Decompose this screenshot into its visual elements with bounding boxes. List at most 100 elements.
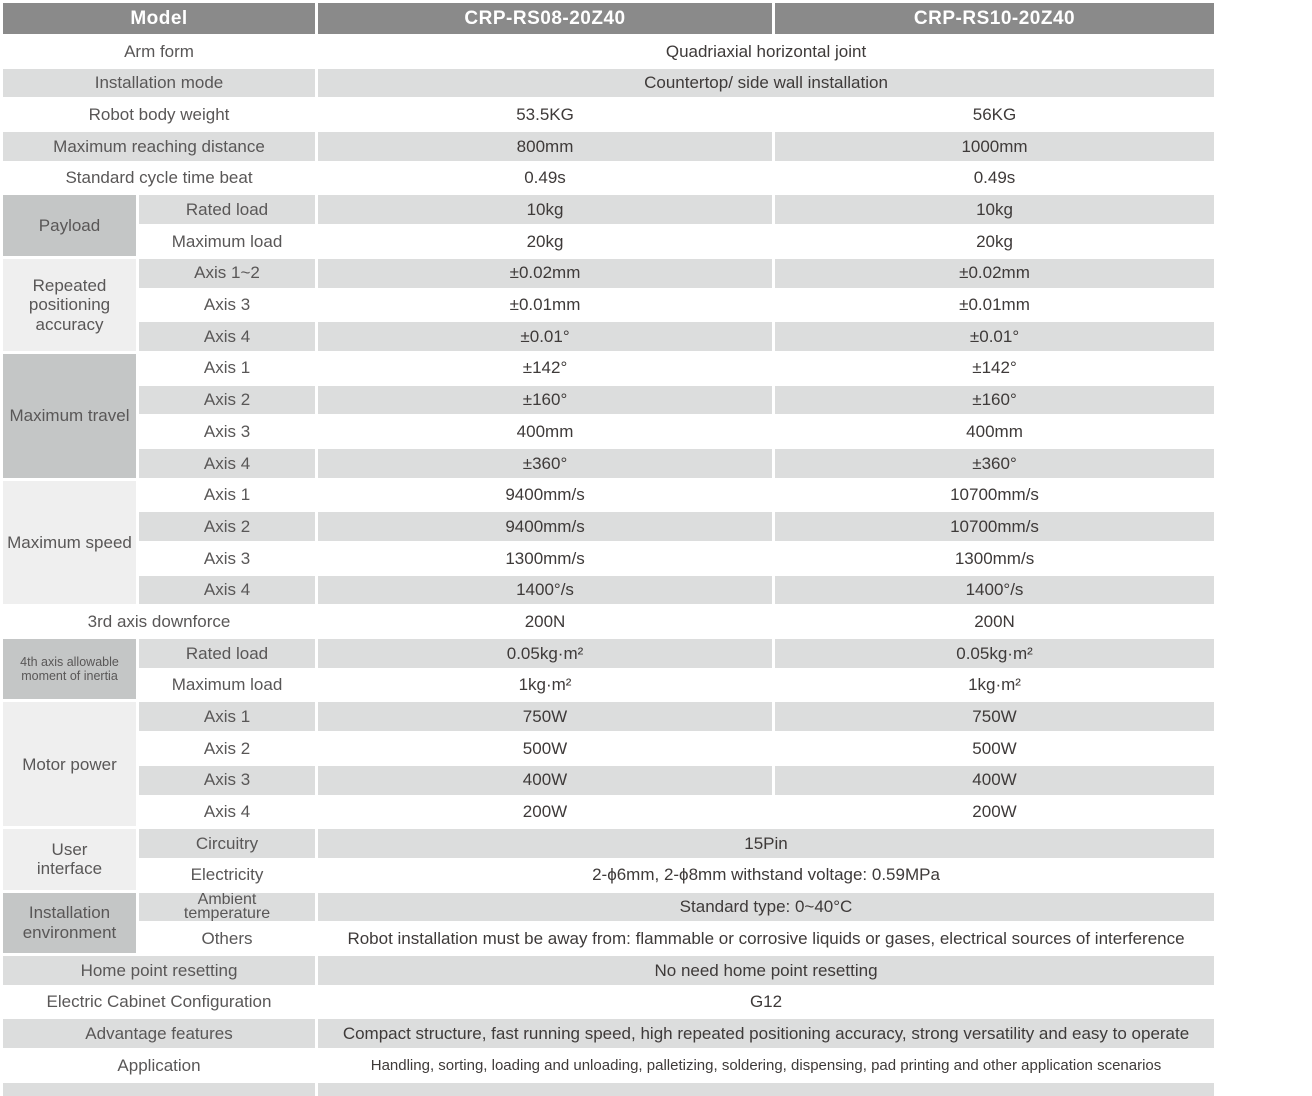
spec-value: 0.05kg·m² (775, 639, 1215, 668)
row-sublabel: Ambient temperature (139, 892, 316, 922)
spec-value: Countertop/ side wall installation (318, 68, 1215, 98)
spec-value: 56KG (972, 104, 1017, 124)
spec-value: 2-ϕ6mm, 2-ϕ8mm withstand voltage: 0.59MP… (592, 865, 940, 885)
table-row: Maximum travel Axis 1 ±142° ±142° (3, 353, 1214, 478)
table-row: Payload Rated load 10kg 10kg (3, 195, 1215, 256)
table-row: Axis 4 200W 200W (3, 798, 1214, 827)
table-row: Home point resetting No need home point … (3, 955, 1215, 985)
row-label: Maximum reaching distance (3, 132, 316, 161)
spec-value: Handling, sorting, loading and unloading… (370, 1056, 1162, 1074)
spec-value: 20kg (526, 231, 564, 251)
spec-value: ±360° (318, 448, 773, 478)
spec-value: ±0.02mm (775, 258, 1215, 288)
table-row-partial (3, 1082, 1215, 1096)
spec-table: Model CRP-RS08-20Z40 CRP-RS10-20Z40 Arm … (3, 3, 1215, 1096)
spec-value-empty (318, 1082, 1215, 1096)
table-row: Axis 2 500W 500W (3, 734, 1214, 763)
header-model-1-cell: CRP-RS08-20Z40 (318, 3, 773, 34)
table-row: Motor power Axis 1 750W 750W (3, 702, 1215, 827)
row-label: Installation mode (3, 68, 316, 98)
spec-value: 1000mm (775, 132, 1215, 161)
row-sublabel: Axis 4 (203, 802, 251, 822)
spec-value: 1400°/s (775, 575, 1215, 605)
row-label: Robot body weight (88, 104, 230, 124)
group-label: User interface (3, 829, 136, 890)
spec-value: 20kg (976, 231, 1013, 251)
spec-value: ±0.02mm (318, 258, 773, 288)
spec-value: 400mm (516, 421, 574, 441)
spec-value: 200W (972, 802, 1017, 822)
spec-value: 1400°/s (318, 575, 773, 605)
table-row: Axis 3 400mm 400mm (3, 417, 1214, 446)
table-row: Installation mode Countertop/ side wall … (3, 68, 1215, 98)
spec-value: ±360° (775, 448, 1215, 478)
table-row: Advantage features Compact structure, fa… (3, 1019, 1215, 1048)
row-label: Arm form (124, 41, 194, 61)
row-label: Electric Cabinet Configuration (46, 992, 272, 1012)
row-label: Advantage features (3, 1019, 316, 1048)
spec-value: Standard type: 0~40°C (318, 892, 1215, 922)
row-sublabel: Rated load (139, 195, 316, 225)
table-row: Axis 2 ±160° ±160° (3, 385, 1215, 415)
spec-value: 750W (775, 702, 1215, 732)
spec-value: 500W (522, 738, 568, 758)
spec-value: 200N (974, 611, 1015, 631)
row-sublabel: Axis 4 (139, 575, 316, 605)
spec-value: No need home point resetting (318, 955, 1215, 985)
table-header-row: Model CRP-RS08-20Z40 CRP-RS10-20Z40 (3, 3, 1215, 34)
group-label: Motor power (3, 702, 136, 827)
row-sublabel: Axis 4 (139, 448, 316, 478)
table-row: Application Handling, sorting, loading a… (3, 1051, 1214, 1080)
row-sublabel: Axis 1~2 (139, 258, 316, 288)
table-row: Axis 3 400W 400W (3, 765, 1215, 795)
table-row: Installation environment Ambient tempera… (3, 892, 1215, 953)
spec-value: 1300mm/s (954, 548, 1035, 568)
spec-value: 0.49s (524, 168, 566, 188)
table-row: Electricity 2-ϕ6mm, 2-ϕ8mm withstand vol… (3, 861, 1214, 890)
row-label: Home point resetting (3, 955, 316, 985)
spec-value: ±0.01° (775, 322, 1215, 351)
spec-value: ±142° (972, 358, 1017, 378)
row-sublabel: Circuitry (139, 829, 316, 858)
table-row: Axis 4 ±360° ±360° (3, 448, 1215, 478)
row-sublabel: Axis 1 (203, 485, 251, 505)
row-sublabel: Axis 3 (203, 421, 251, 441)
spec-value: 9400mm/s (318, 512, 773, 541)
row-label: Standard cycle time beat (65, 168, 253, 188)
table-row: Maximum load 20kg 20kg (3, 227, 1214, 256)
row-sublabel: Maximum load (171, 231, 283, 251)
spec-value: 400W (318, 765, 773, 795)
group-label: 4th axis allowable moment of inertia (3, 639, 136, 700)
spec-value: 10700mm/s (775, 512, 1215, 541)
table-row: Arm form Quadriaxial horizontal joint (3, 37, 1214, 66)
spec-value: G12 (749, 992, 783, 1012)
row-label: Application (117, 1055, 201, 1075)
table-row: Maximum speed Axis 1 9400mm/s 10700mm/s (3, 480, 1214, 605)
row-sublabel: Axis 2 (203, 738, 251, 758)
group-label: Installation environment (3, 892, 136, 953)
row-sublabel: Axis 3 (203, 295, 251, 315)
table-row: 3rd axis downforce 200N 200N (3, 607, 1214, 636)
row-label-empty (3, 1082, 316, 1096)
spec-value: 10700mm/s (950, 485, 1039, 505)
row-sublabel: Axis 2 (139, 385, 316, 415)
spec-value: 400W (775, 765, 1215, 795)
spec-value: 200N (524, 611, 566, 631)
group-label: Repeated positioning accuracy (3, 258, 136, 351)
spec-value: ±142° (522, 358, 568, 378)
spec-value: 0.49s (973, 168, 1016, 188)
row-sublabel: Rated load (139, 639, 316, 668)
table-row: User interface Circuitry 15Pin (3, 829, 1215, 890)
spec-value: 500W (972, 738, 1017, 758)
spec-value: Quadriaxial horizontal joint (665, 41, 867, 61)
row-sublabel: Axis 1 (203, 358, 251, 378)
header-model-2-cell: CRP-RS10-20Z40 (775, 3, 1215, 34)
row-sublabel: Axis 1 (139, 702, 316, 732)
spec-value: 9400mm/s (505, 485, 585, 505)
table-row: Others Robot installation must be away f… (3, 924, 1214, 953)
spec-value: 10kg (318, 195, 773, 225)
spec-value: 53.5KG (516, 104, 574, 124)
header-model-cell: Model (3, 3, 316, 34)
table-row: Axis 4 ±0.01° ±0.01° (3, 322, 1215, 351)
spec-value: 0.05kg·m² (318, 639, 773, 668)
